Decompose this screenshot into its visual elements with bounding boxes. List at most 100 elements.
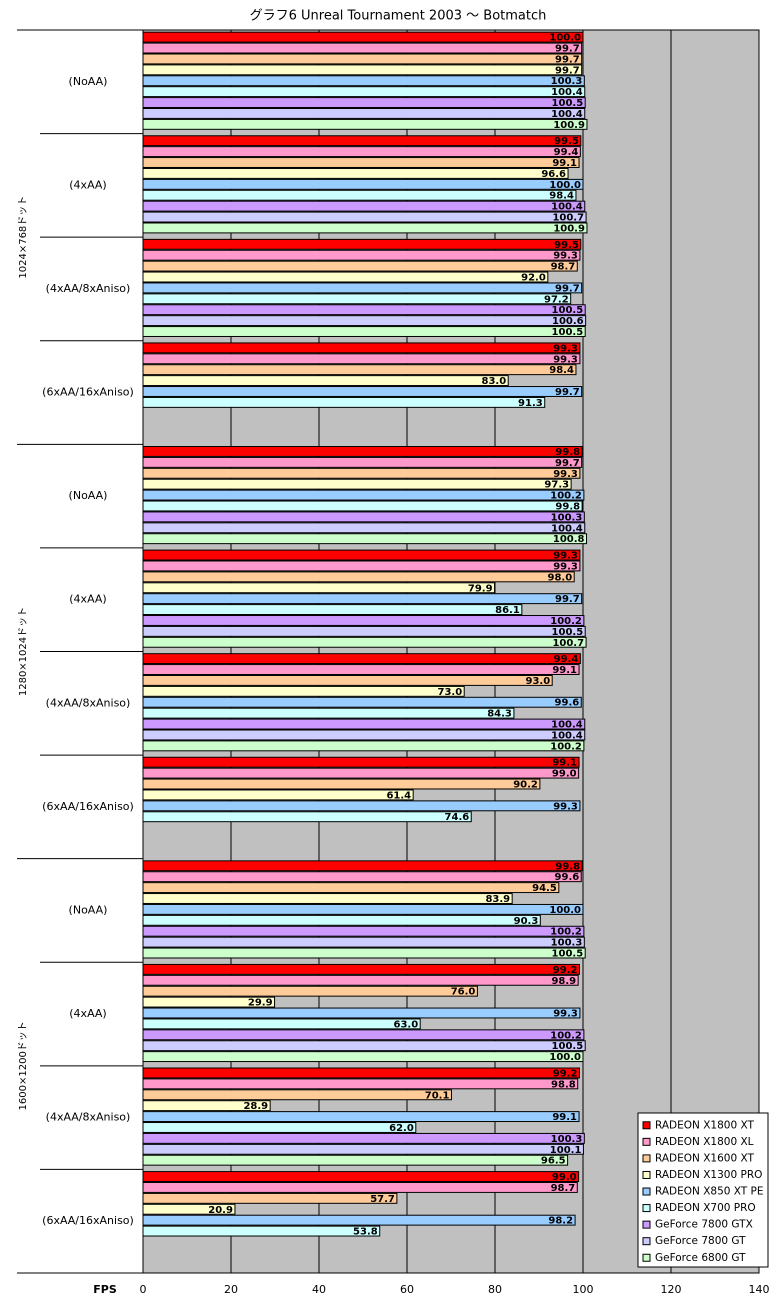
value-label: 100.2 — [550, 491, 582, 502]
bar — [142, 560, 581, 572]
legend-swatch — [642, 1237, 651, 1246]
category-label: (4xAA/8xAniso) — [46, 696, 131, 709]
bar — [142, 500, 583, 512]
bar — [142, 75, 585, 87]
x-tick-label: 60 — [400, 1283, 414, 1296]
category-label: (4xAA/8xAniso) — [46, 282, 131, 295]
value-label: 100.4 — [551, 523, 583, 534]
x-tick-label: 120 — [661, 1283, 682, 1296]
x-tick-label: 20 — [224, 1283, 238, 1296]
value-label: 70.1 — [425, 1090, 450, 1101]
bar — [142, 386, 583, 397]
value-label: 99.3 — [553, 561, 578, 572]
bar — [142, 1171, 580, 1183]
bar — [142, 1067, 580, 1079]
value-label: 99.0 — [552, 769, 577, 780]
value-label: 100.9 — [553, 223, 585, 234]
legend-label: GeForce 7800 GT — [655, 1235, 746, 1247]
bar — [142, 756, 580, 768]
value-label: 96.5 — [541, 1156, 566, 1167]
bar — [142, 789, 414, 801]
value-label: 100.1 — [550, 1145, 582, 1156]
bar — [142, 914, 541, 926]
bar — [142, 31, 584, 43]
category-label: (NoAA) — [69, 75, 108, 88]
value-label: 99.6 — [555, 698, 580, 709]
value-label: 99.1 — [552, 665, 577, 676]
value-label: 100.2 — [550, 927, 582, 938]
value-label: 98.4 — [549, 365, 574, 376]
value-label: 93.0 — [526, 676, 551, 687]
bar — [142, 811, 472, 823]
bar — [142, 1018, 421, 1030]
value-label: 29.9 — [248, 998, 273, 1009]
bar — [142, 729, 586, 741]
bar — [142, 146, 581, 158]
value-label: 76.0 — [451, 987, 476, 998]
bar — [142, 593, 583, 605]
bar — [142, 522, 586, 534]
bar — [142, 664, 580, 675]
category-label: (4xAA) — [69, 1007, 106, 1020]
bar — [142, 1214, 576, 1226]
legend-box — [637, 1112, 769, 1268]
value-label: 57.7 — [370, 1194, 395, 1205]
value-label: 74.6 — [445, 812, 470, 823]
value-label: 100.0 — [549, 180, 581, 191]
value-label: 90.3 — [514, 916, 539, 927]
legend-swatch — [642, 1154, 651, 1163]
legend: RADEON X1800 XT RADEON X1800 XL RADEON X16… — [637, 1112, 769, 1268]
bar — [142, 696, 582, 708]
value-label: 99.3 — [553, 801, 578, 812]
category-label: (6xAA/16xAniso) — [42, 800, 134, 813]
value-label: 53.8 — [353, 1227, 378, 1238]
value-label: 100.2 — [550, 1030, 582, 1041]
value-label: 100.8 — [553, 534, 585, 545]
bar — [142, 1225, 381, 1237]
value-label: 79.9 — [468, 583, 493, 594]
x-tick-label: 100 — [573, 1283, 594, 1296]
bar — [142, 903, 584, 915]
bar — [142, 925, 585, 937]
value-label: 94.5 — [532, 883, 557, 894]
bar — [142, 396, 546, 408]
value-label: 100.3 — [551, 938, 583, 949]
bar — [142, 1029, 585, 1041]
value-label: 98.7 — [551, 1183, 576, 1194]
bar — [142, 467, 581, 479]
value-label: 91.3 — [518, 398, 543, 409]
bar — [142, 625, 586, 637]
value-label: 99.5 — [554, 136, 579, 147]
plot-area — [143, 30, 759, 1273]
bar — [142, 1182, 578, 1193]
bar — [142, 800, 581, 812]
value-label: 100.0 — [549, 1052, 581, 1063]
value-label: 100.0 — [549, 33, 581, 44]
bar — [142, 211, 587, 223]
bar — [142, 1154, 569, 1166]
bar — [142, 178, 584, 190]
legend-swatch — [642, 1187, 651, 1196]
value-label: 100.4 — [551, 720, 583, 731]
value-label: 99.6 — [555, 872, 580, 883]
value-label: 98.0 — [548, 572, 573, 583]
bar — [142, 936, 585, 948]
legend-label: GeForce 7800 GTX — [655, 1219, 753, 1231]
value-label: 98.9 — [551, 976, 576, 987]
bar — [142, 1051, 584, 1063]
value-label: 98.8 — [551, 1079, 576, 1090]
value-label: 99.7 — [555, 283, 580, 294]
bar — [142, 271, 549, 283]
legend-label: RADEON X850 XT PE — [655, 1186, 764, 1198]
bar — [142, 222, 588, 234]
bar — [142, 1007, 581, 1019]
value-label: 99.3 — [553, 1008, 578, 1019]
bar — [142, 353, 581, 365]
bar — [142, 304, 586, 316]
bar — [142, 582, 496, 594]
value-label: 99.3 — [553, 354, 578, 365]
value-label: 100.7 — [552, 213, 584, 224]
x-tick-label: 0 — [140, 1283, 147, 1296]
bar — [142, 118, 588, 130]
